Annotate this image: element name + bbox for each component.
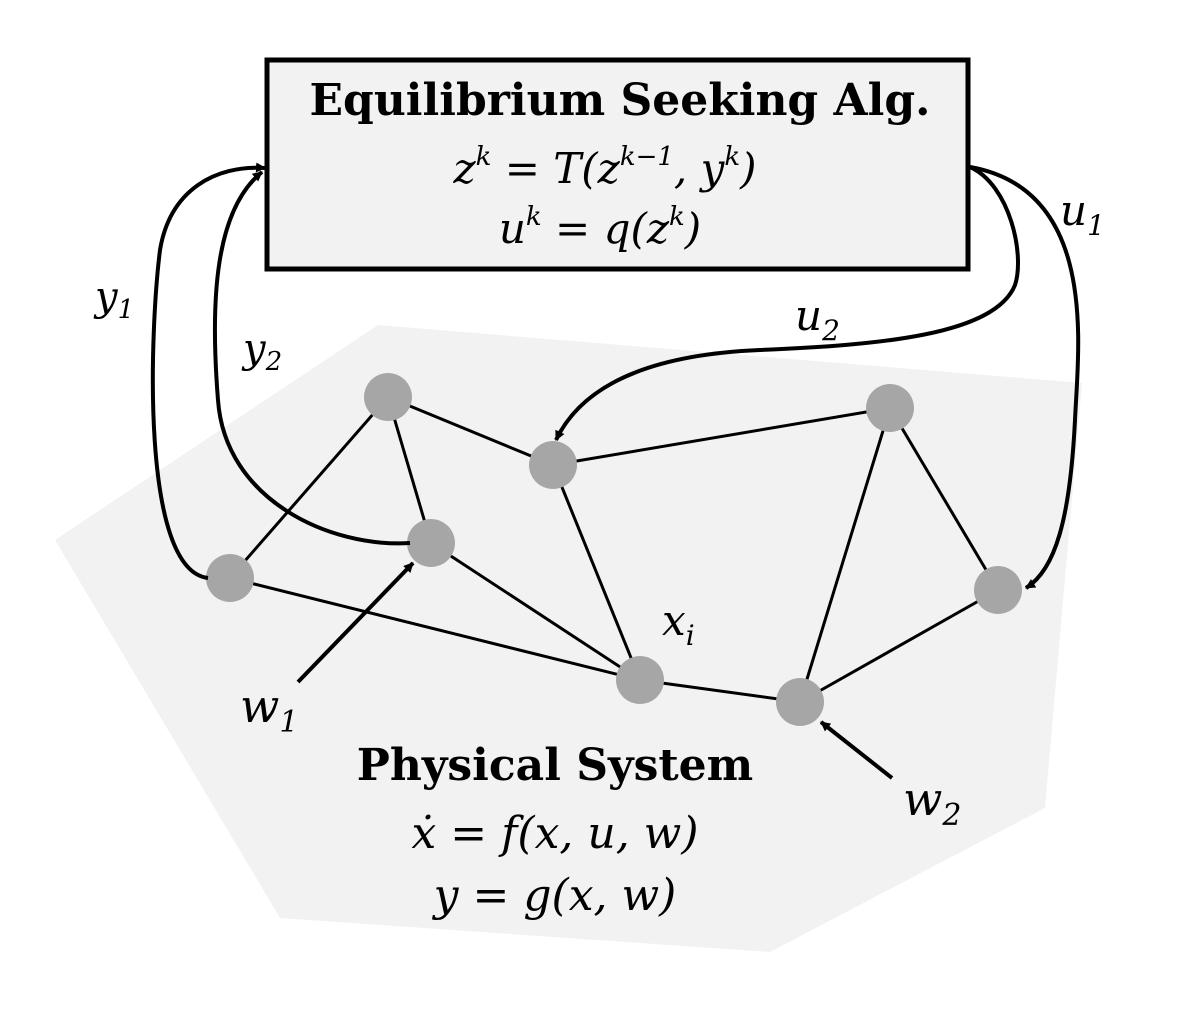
label-w1: w1 <box>240 679 298 740</box>
node <box>364 373 412 421</box>
eq-part: , y <box>674 144 726 193</box>
y1-arrow <box>150 162 266 580</box>
node <box>866 384 914 432</box>
algorithm-title: Equilibrium Seeking Alg. <box>310 75 931 126</box>
physical-system-equation-1: ẋ = f(x, u, w) <box>411 808 698 859</box>
edge <box>386 396 433 544</box>
feedback-arrows <box>150 162 1081 780</box>
label-u1: u1 <box>1060 186 1105 242</box>
edge <box>639 678 801 704</box>
node <box>407 519 455 567</box>
u1-arrow <box>969 165 1081 590</box>
label-w2: w2 <box>903 772 961 833</box>
eq-part: ) <box>739 144 756 193</box>
node <box>529 441 577 489</box>
edge <box>430 541 641 682</box>
physical-system-equation-2: y = g(x, w) <box>432 870 677 921</box>
node <box>206 554 254 602</box>
edge <box>229 576 641 682</box>
eq-sup: k <box>526 202 542 232</box>
edge <box>228 396 390 579</box>
node <box>616 656 664 704</box>
eq-sup: k <box>724 142 740 172</box>
eq-sup: k <box>669 202 685 232</box>
w2-arrow <box>819 720 894 780</box>
physical-system-plane <box>55 325 1082 952</box>
node <box>776 678 824 726</box>
eq-u: u <box>499 204 526 253</box>
edge <box>798 407 892 703</box>
label-y2: y2 <box>241 326 282 377</box>
edge <box>551 464 642 681</box>
eq-part: = T(z <box>491 144 620 193</box>
y2-arrow <box>212 170 411 546</box>
eq-part: = q(z <box>542 204 670 253</box>
node <box>974 566 1022 614</box>
edge <box>888 407 1000 591</box>
algorithm-box <box>264 57 971 272</box>
eq-z: z <box>452 144 476 193</box>
eq-part: ) <box>684 204 701 253</box>
edge <box>552 406 891 467</box>
label-y1: y1 <box>93 274 134 325</box>
label-u2: u2 <box>795 291 840 347</box>
edge <box>387 395 554 467</box>
network-edges <box>228 395 1000 704</box>
label-xi: xi <box>662 596 695 652</box>
eq-sup: k−1 <box>620 142 674 172</box>
network-nodes <box>206 373 1022 726</box>
edge <box>799 588 999 704</box>
physical-system-title: Physical System <box>357 740 753 791</box>
algorithm-equation-2: uk = q(zk) <box>499 202 701 253</box>
eq-sup: k <box>476 142 492 172</box>
algorithm-equation-1: zk = T(zk−1, yk) <box>452 142 756 193</box>
u2-arrow <box>554 165 1020 441</box>
w1-arrow <box>296 561 415 684</box>
